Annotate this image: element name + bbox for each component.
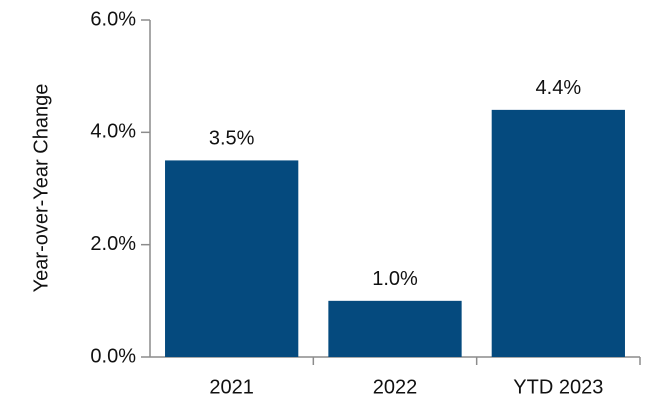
bar bbox=[165, 160, 299, 357]
y-tick-label: 4.0% bbox=[90, 121, 136, 143]
x-tick-label: 2022 bbox=[373, 376, 418, 398]
value-label: 1.0% bbox=[372, 268, 418, 290]
value-label: 3.5% bbox=[209, 128, 255, 150]
y-tick-label: 2.0% bbox=[90, 233, 136, 255]
y-axis-label: Year-over-Year Change bbox=[30, 84, 52, 293]
bar bbox=[328, 300, 462, 357]
bar bbox=[491, 109, 625, 357]
value-label: 4.4% bbox=[536, 77, 582, 99]
x-tick-label: YTD 2023 bbox=[513, 376, 603, 398]
y-tick-label: 0.0% bbox=[90, 345, 136, 367]
x-tick-label: 2021 bbox=[209, 376, 254, 398]
y-tick-label: 6.0% bbox=[90, 8, 136, 30]
